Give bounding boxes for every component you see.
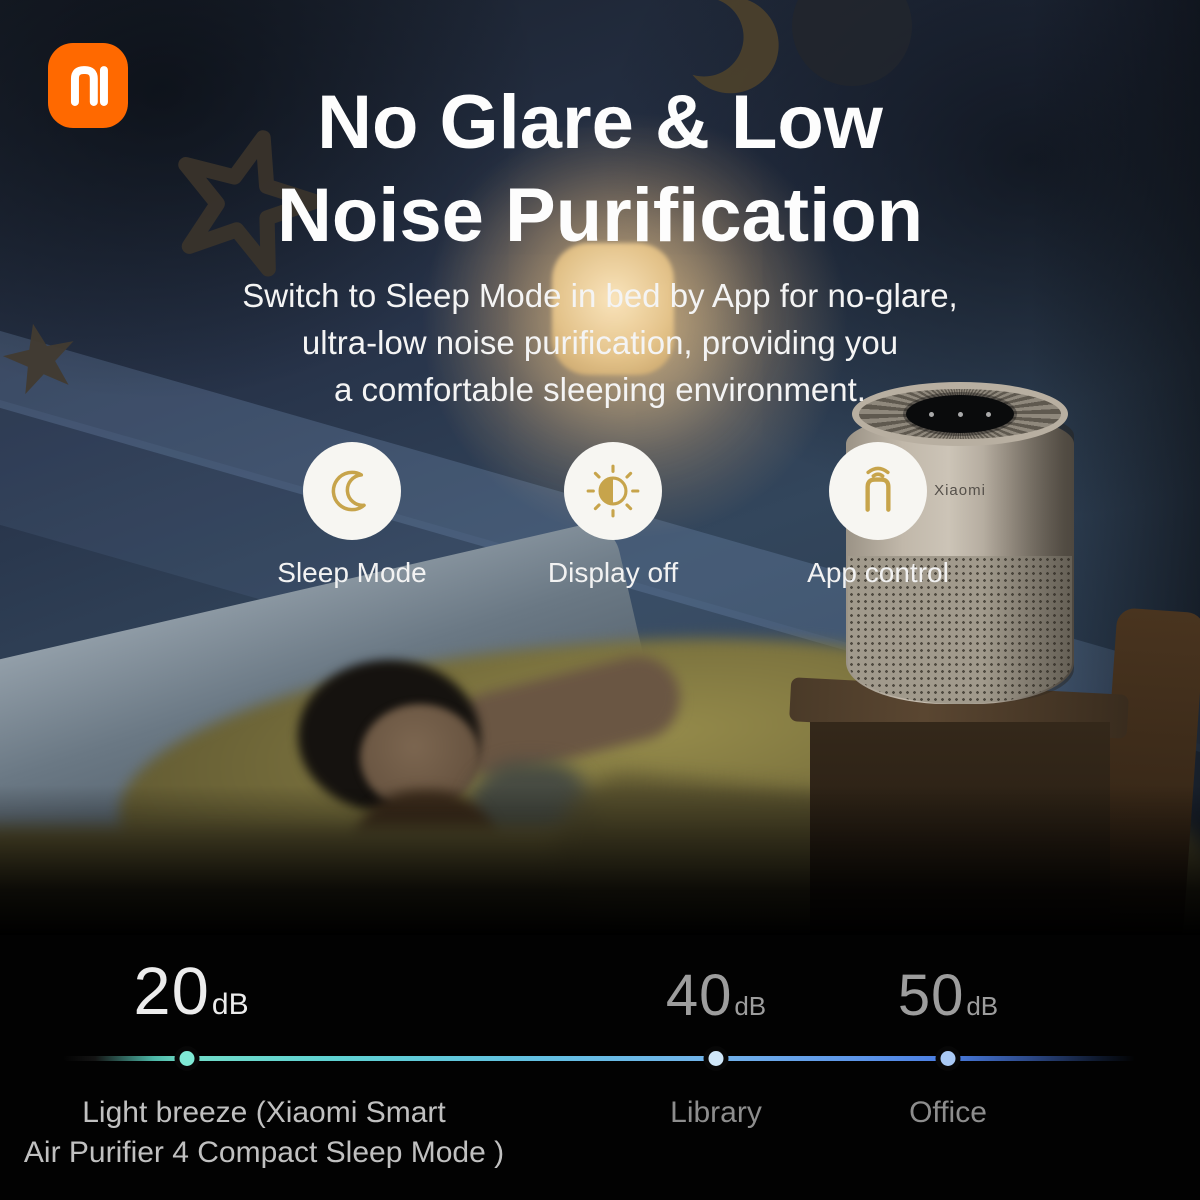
subtitle-line-3: a comfortable sleeping environment. <box>334 371 866 408</box>
bedroom-photo: Xiaomi <box>0 0 1200 935</box>
scale-label-light-breeze: Light breeze (Xiaomi Smart Air Purifier … <box>0 1093 544 1173</box>
label-line-2: Air Purifier 4 Compact Sleep Mode ) <box>23 1136 505 1169</box>
purifier-display <box>906 395 1014 433</box>
db-value: 50 <box>897 963 965 1028</box>
scale-tick-20db: 20 dB <box>133 953 248 1030</box>
label-line-1: Light breeze (Xiaomi Smart <box>82 1096 446 1129</box>
moon-ornament-icon <box>641 0 820 139</box>
wall-lamp <box>552 243 674 375</box>
phone-wifi-icon <box>829 442 927 540</box>
feature-display-off: Display off <box>473 442 753 589</box>
noise-gradient-line <box>63 1056 1135 1061</box>
page-subtitle: Switch to Sleep Mode in bed by App for n… <box>0 272 1200 413</box>
title-line-2: Noise Purification <box>276 173 924 258</box>
air-purifier-product: Xiaomi <box>846 382 1074 704</box>
db-unit: dB <box>734 991 767 1021</box>
scale-tick-40db: 40 dB <box>666 962 766 1029</box>
db-unit: dB <box>966 991 999 1021</box>
mi-logo-glyph <box>70 65 108 106</box>
xiaomi-logo <box>48 43 128 128</box>
db-value: 40 <box>665 963 733 1028</box>
moon-icon <box>303 442 401 540</box>
scale-label-office: Office <box>909 1096 987 1129</box>
star-solid-icon <box>0 310 90 412</box>
brightness-half-icon <box>564 442 662 540</box>
db-value: 20 <box>133 954 210 1029</box>
feature-app-control: App control <box>738 442 1018 589</box>
subtitle-line-2: ultra-low noise purification, providing … <box>301 324 899 361</box>
scale-dot-40db <box>708 1051 724 1066</box>
scale-dot-20db <box>179 1051 195 1066</box>
scale-tick-50db: 50 dB <box>898 962 998 1029</box>
subtitle-line-1: Switch to Sleep Mode in bed by App for n… <box>242 277 958 314</box>
title-line-1: No Glare & Low <box>317 80 883 165</box>
page-title: No Glare & Low Noise Purification <box>0 76 1200 262</box>
fade-to-black <box>0 785 1200 935</box>
feature-sleep-mode: Sleep Mode <box>212 442 492 589</box>
feature-label: Display off <box>547 557 679 588</box>
purifier-shading <box>982 410 1074 702</box>
feature-label: Sleep Mode <box>277 557 427 588</box>
db-unit: dB <box>211 988 249 1021</box>
star-outline-icon <box>149 108 338 301</box>
product-logo-text: Xiaomi <box>934 482 986 499</box>
feature-label: App control <box>807 557 949 588</box>
scale-dot-50db <box>940 1051 956 1066</box>
noise-scale-panel: 20 dB 40 dB 50 dB Light breeze (Xiaomi S… <box>0 935 1200 1200</box>
scale-label-library: Library <box>670 1096 762 1129</box>
